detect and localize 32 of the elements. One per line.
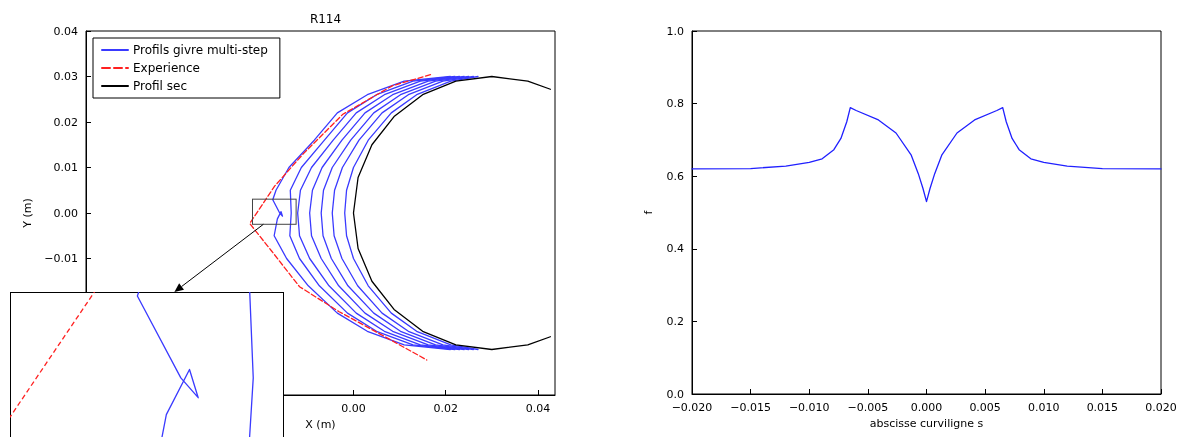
x-tick-label: 0.015 bbox=[1086, 401, 1119, 414]
y-tick-label: 0.0 bbox=[666, 387, 684, 401]
x-tick-label: −0.010 bbox=[788, 401, 830, 414]
y-tick-label: 0.02 bbox=[53, 115, 78, 129]
x-tick-label: −0.020 bbox=[671, 401, 713, 414]
x-tick-label: 0.02 bbox=[433, 402, 458, 415]
x-tick-label: −0.005 bbox=[847, 401, 889, 414]
x-tick-label: −0.015 bbox=[730, 401, 771, 414]
x-tick-label: 0.010 bbox=[1028, 401, 1060, 414]
x-tick-label: 0.00 bbox=[341, 402, 366, 415]
y-axis-title: f bbox=[642, 209, 655, 215]
x-tick-label: 0.04 bbox=[525, 402, 551, 415]
y-tick-label: 0.2 bbox=[666, 314, 684, 328]
y-tick-label: 0.4 bbox=[666, 242, 684, 256]
y-tick-label: −0.01 bbox=[44, 252, 78, 265]
x-tick-label: 0.000 bbox=[910, 401, 943, 414]
legend-label: Profil sec bbox=[133, 79, 187, 93]
x-tick-label: 0.005 bbox=[969, 401, 1001, 414]
chart-title: R114 bbox=[309, 12, 342, 26]
x-axis-title: abscisse curviligne s bbox=[869, 417, 984, 430]
y-tick-label: 0.04 bbox=[53, 24, 78, 38]
y-tick-label: 0.03 bbox=[53, 70, 78, 83]
x-tick-label: 0.020 bbox=[1145, 401, 1177, 414]
y-tick-label: 0.6 bbox=[666, 169, 684, 183]
y-tick-label: 0.8 bbox=[666, 97, 684, 111]
y-axis-title: Y (m) bbox=[21, 198, 35, 229]
x-axis-title: X (m) bbox=[305, 418, 336, 431]
y-tick-label: 1.0 bbox=[666, 24, 684, 38]
y-tick-label: 0.00 bbox=[53, 206, 78, 220]
legend-label: Profils givre multi-step bbox=[133, 43, 268, 57]
y-tick-label: 0.01 bbox=[53, 161, 78, 174]
legend-label: Experience bbox=[133, 61, 200, 75]
